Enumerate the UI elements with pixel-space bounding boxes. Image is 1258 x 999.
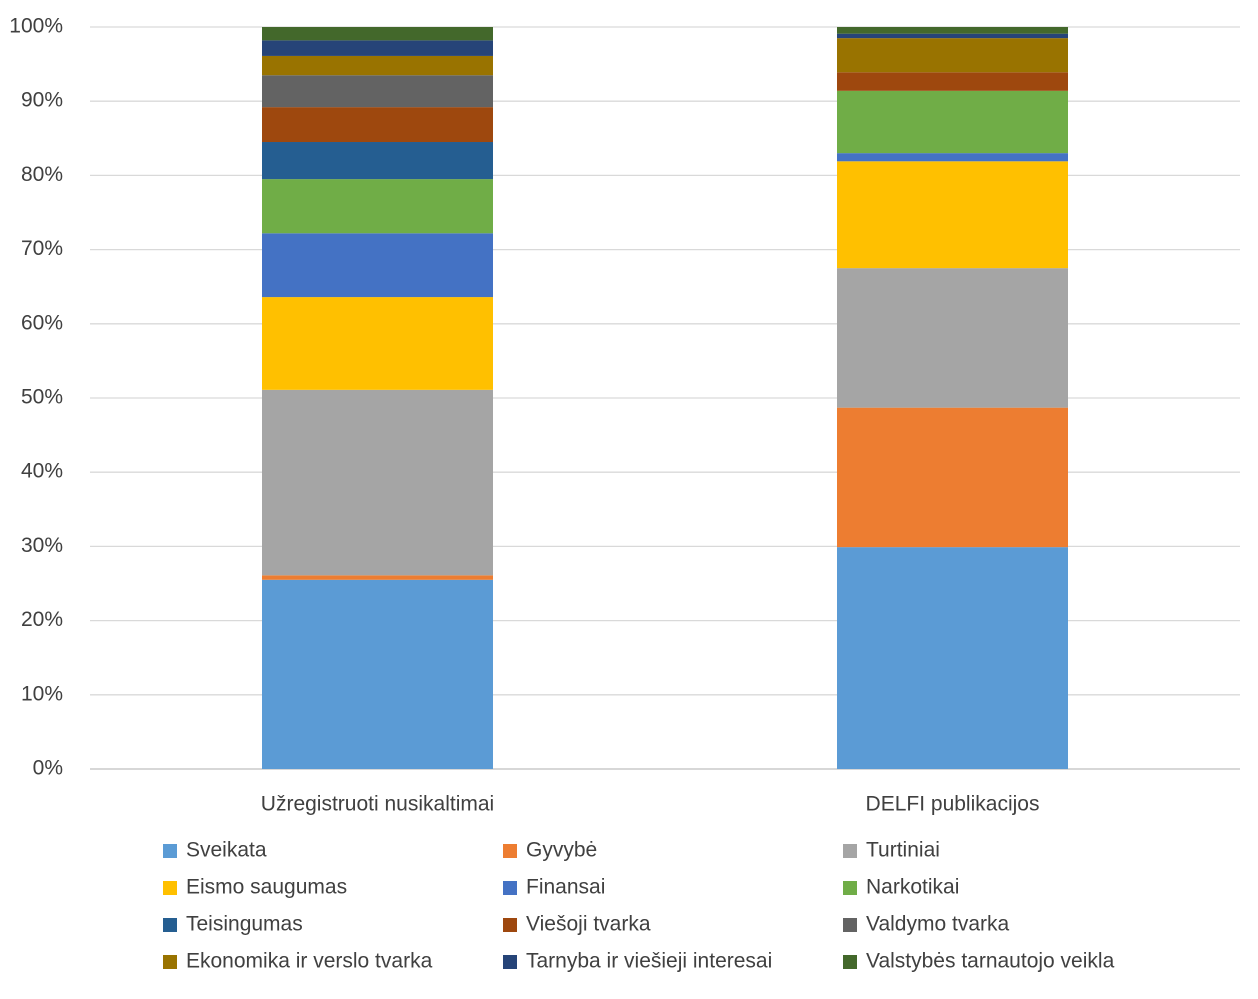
bar-segment (837, 407, 1068, 548)
bar-segment (262, 575, 493, 580)
legend-swatch (503, 918, 517, 932)
legend-label: Turtiniai (866, 839, 940, 862)
bar-segment (837, 33, 1068, 39)
bar-segment (262, 55, 493, 76)
legend-label: Valstybės tarnautojo veikla (866, 950, 1115, 973)
legend-swatch (843, 844, 857, 858)
bar-segment (837, 153, 1068, 162)
bar-segment (837, 27, 1068, 34)
y-tick-label: 30% (21, 534, 63, 557)
bar-segment (837, 268, 1068, 408)
bar-segment (262, 233, 493, 298)
legend-label: Sveikata (186, 839, 267, 862)
y-tick-label: 80% (21, 163, 63, 186)
bar-segment (262, 107, 493, 143)
y-tick-label: 50% (21, 386, 63, 409)
bar-segment (837, 90, 1068, 154)
legend-swatch (503, 881, 517, 895)
bar-segment (837, 38, 1068, 73)
x-tick-label: Užregistruoti nusikaltimai (261, 793, 494, 816)
y-tick-label: 100% (9, 15, 63, 38)
bar-segment (262, 579, 493, 769)
y-tick-label: 40% (21, 460, 63, 483)
y-tick-label: 60% (21, 311, 63, 334)
bar-segment (837, 72, 1068, 91)
y-tick-label: 20% (21, 608, 63, 631)
legend-label: Teisingumas (186, 913, 303, 936)
legend-swatch (843, 918, 857, 932)
bar-segment (262, 389, 493, 576)
x-tick-label: DELFI publikacijos (866, 793, 1040, 816)
legend-label: Eismo saugumas (186, 876, 347, 899)
legend-label: Tarnyba ir viešieji interesai (526, 950, 772, 973)
legend-swatch (843, 881, 857, 895)
legend-swatch (503, 844, 517, 858)
bar-segment (262, 75, 493, 108)
legend-swatch (163, 881, 177, 895)
bar-segment (262, 179, 493, 234)
y-tick-label: 70% (21, 237, 63, 260)
y-tick-label: 90% (21, 89, 63, 112)
bar-segment (262, 40, 493, 56)
legend-swatch (163, 955, 177, 969)
legend-swatch (163, 918, 177, 932)
bar-segment (262, 297, 493, 390)
bar-segment (262, 27, 493, 41)
legend-label: Viešoji tvarka (526, 913, 651, 936)
legend-label: Gyvybė (526, 839, 597, 862)
bar-segment (262, 142, 493, 180)
legend-swatch (843, 955, 857, 969)
bar-segment (837, 161, 1068, 269)
bar-segment (837, 547, 1068, 769)
legend-label: Narkotikai (866, 876, 959, 899)
y-tick-label: 0% (33, 757, 63, 780)
legend-swatch (163, 844, 177, 858)
legend-swatch (503, 955, 517, 969)
y-tick-label: 10% (21, 682, 63, 705)
legend-label: Finansai (526, 876, 605, 899)
legend-label: Ekonomika ir verslo tvarka (186, 950, 433, 973)
legend-label: Valdymo tvarka (866, 913, 1009, 936)
